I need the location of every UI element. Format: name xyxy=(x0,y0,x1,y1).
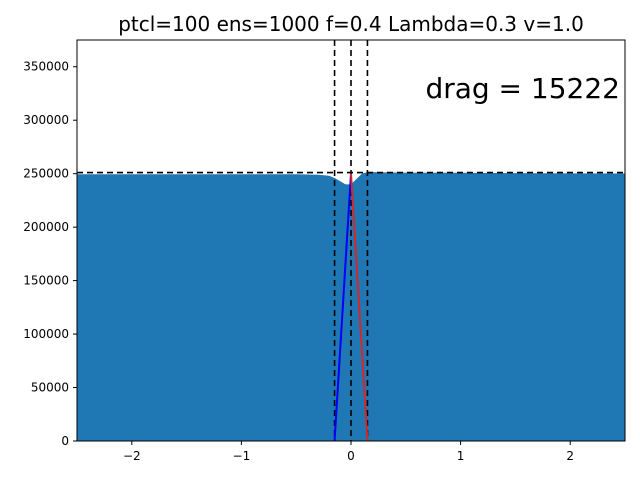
chart-title: ptcl=100 ens=1000 f=0.4 Lambda=0.3 v=1.0 xyxy=(118,12,584,36)
reference-lines xyxy=(77,40,625,441)
x-tick-label: 1 xyxy=(457,449,465,463)
y-tick-label: 350000 xyxy=(23,60,69,74)
y-tick-label: 250000 xyxy=(23,167,69,181)
x-tick-label: 0 xyxy=(347,449,355,463)
x-axis: −2 −1 0 1 2 xyxy=(123,441,574,463)
y-tick-label: 50000 xyxy=(31,381,69,395)
drag-annotation: drag = 15222 xyxy=(425,72,620,105)
y-tick-label: 300000 xyxy=(23,113,69,127)
x-tick-label: −1 xyxy=(233,449,251,463)
y-tick-label: 150000 xyxy=(23,274,69,288)
series-line-0 xyxy=(333,173,352,442)
x-tick-label: 2 xyxy=(566,449,574,463)
y-tick-label: 100000 xyxy=(23,327,69,341)
y-tick-label: 0 xyxy=(61,434,69,448)
series-lines xyxy=(333,173,369,442)
x-tick-label: −2 xyxy=(123,449,141,463)
y-axis: 0 50000 100000 150000 200000 250000 300000 3500… xyxy=(23,60,77,448)
distribution-area xyxy=(77,172,625,441)
series-line-1 xyxy=(350,173,369,442)
y-tick-label: 200000 xyxy=(23,220,69,234)
